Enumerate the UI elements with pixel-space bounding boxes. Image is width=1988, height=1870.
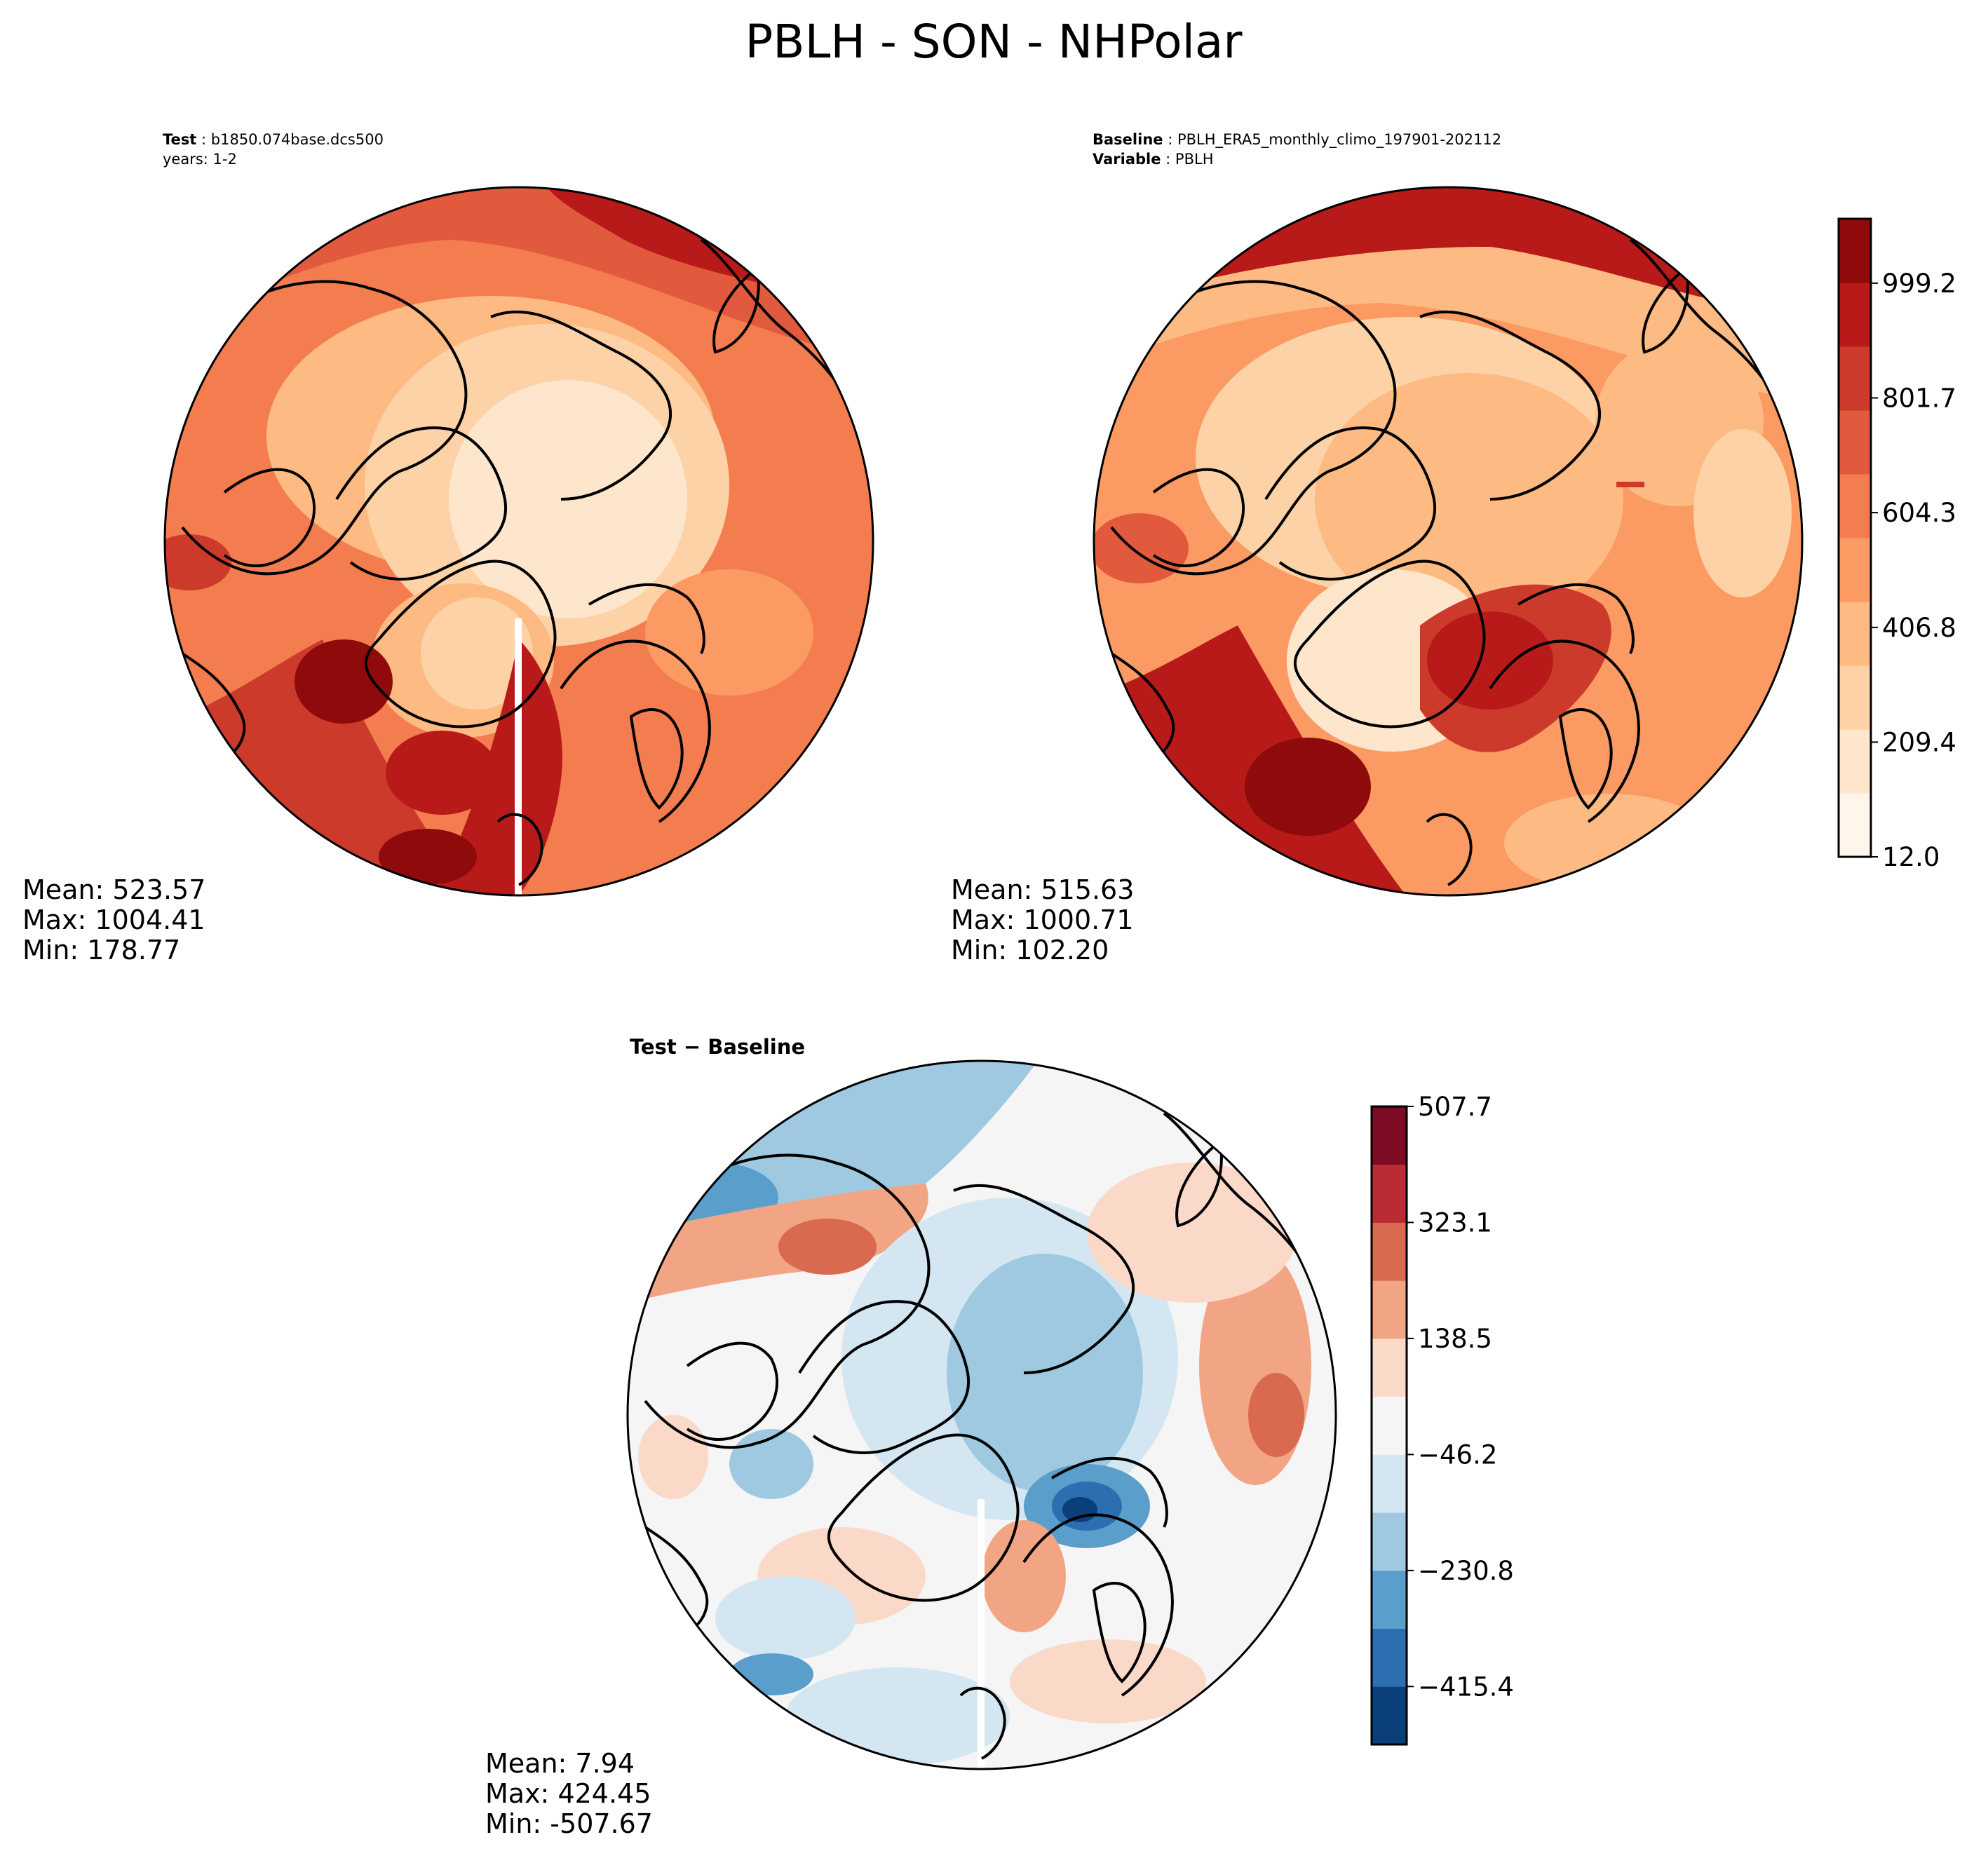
abs-colorbar-band [1839, 219, 1871, 283]
diff-colorbar: −415.4 −230.8 −46.2 138.5 323.1 507.7 [1370, 1092, 1514, 1746]
diff-colorbar-tick-label: 138.5 [1418, 1324, 1492, 1354]
test-map [165, 187, 873, 895]
abs-colorbar-band [1839, 283, 1871, 347]
diff-colorbar-band [1372, 1628, 1407, 1687]
abs-colorbar-band [1839, 346, 1871, 411]
diff-heading: Test − Baseline [630, 1035, 805, 1059]
diff-map [628, 1061, 1336, 1769]
baseline-variable: Variable : PBLH [1093, 151, 1213, 168]
test-heading-sep: : [196, 131, 210, 148]
diff-colorbar-band [1372, 1338, 1407, 1397]
diff-colorbar-band [1372, 1686, 1407, 1745]
diff-colorbar-tick-label: 323.1 [1418, 1207, 1492, 1238]
abs-colorbar-band [1839, 602, 1871, 666]
diff-colorbar-tick-label: −415.4 [1418, 1672, 1514, 1702]
diff-colorbar-band [1372, 1454, 1407, 1513]
baseline-max: Max: 1000.71 [951, 904, 1134, 935]
diff-colorbar-band [1372, 1396, 1407, 1455]
abs-colorbar-tick-label: 604.3 [1882, 498, 1956, 528]
figure-title: PBLH - SON - NHPolar [745, 15, 1243, 69]
diff-min: Min: -507.67 [485, 1808, 653, 1839]
abs-colorbar-band [1839, 538, 1871, 602]
test-years: years: 1-2 [163, 151, 237, 168]
abs-colorbar-tick-label: 999.2 [1882, 269, 1956, 299]
diff-colorbar-frame [1370, 1105, 1408, 1746]
test-heading-label: Test [163, 131, 196, 148]
test-panel: Test : b1850.074base.dcs500 years: 1-2 [22, 131, 874, 966]
diff-colorbar-tick-label: −46.2 [1418, 1439, 1497, 1470]
diff-max: Max: 424.45 [485, 1778, 651, 1809]
baseline-heading-label: Baseline [1093, 131, 1163, 148]
test-heading: Test : b1850.074base.dcs500 [163, 131, 384, 148]
abs-colorbar-band [1839, 474, 1871, 538]
abs-colorbar-tick-label: 209.4 [1882, 727, 1956, 757]
baseline-heading-sep: : [1163, 131, 1177, 148]
diff-colorbar-band [1372, 1164, 1407, 1223]
baseline-map [1094, 187, 1802, 895]
abs-colorbar-band [1839, 665, 1871, 730]
baseline-heading-value: PBLH_ERA5_monthly_climo_197901-202112 [1177, 131, 1501, 149]
baseline-heading: Baseline : PBLH_ERA5_monthly_climo_19790… [1093, 131, 1501, 149]
abs-colorbar-tick-label: 801.7 [1882, 384, 1956, 414]
test-heading-value: b1850.074base.dcs500 [211, 131, 384, 148]
abs-colorbar-tick-label: 406.8 [1882, 613, 1956, 643]
abs-colorbar-band [1839, 793, 1871, 858]
diff-colorbar-band [1372, 1106, 1407, 1165]
diff-colorbar-band [1372, 1222, 1407, 1281]
abs-colorbar-band [1839, 410, 1871, 475]
test-max: Max: 1004.41 [22, 904, 205, 935]
baseline-variable-sep: : [1161, 151, 1175, 168]
abs-colorbar-tick-label: 12.0 [1882, 842, 1940, 872]
diff-mean: Mean: 7.94 [485, 1748, 635, 1779]
abs-colorbar-band [1839, 729, 1871, 794]
diff-colorbar-tick-label: 507.7 [1418, 1092, 1492, 1122]
diff-colorbar-band [1372, 1280, 1407, 1339]
diff-colorbar-band [1372, 1570, 1407, 1630]
baseline-mean: Mean: 515.63 [951, 874, 1134, 905]
test-min: Min: 178.77 [22, 935, 180, 966]
diff-colorbar-tick-label: −230.8 [1418, 1556, 1514, 1586]
baseline-variable-value: PBLH [1175, 151, 1214, 168]
diff-panel: Test − Baseline [485, 1035, 1514, 1839]
abs-colorbar-frame [1837, 217, 1872, 858]
baseline-panel: Baseline : PBLH_ERA5_monthly_climo_19790… [951, 131, 1956, 966]
abs-colorbar: 12.0 209.4 406.8 604.3 801.7 999.2 [1837, 217, 1956, 872]
diff-colorbar-band [1372, 1512, 1407, 1571]
baseline-variable-label: Variable [1093, 151, 1161, 168]
baseline-min: Min: 102.20 [951, 935, 1109, 966]
test-mean: Mean: 523.57 [22, 874, 205, 905]
